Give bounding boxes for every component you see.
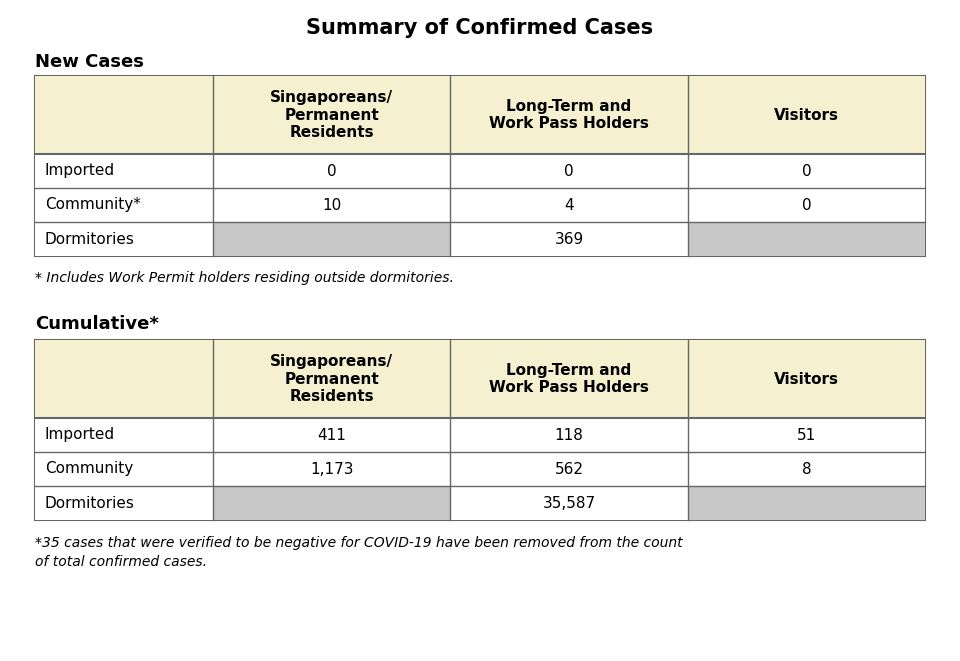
- Bar: [687, 486, 925, 520]
- Text: of total confirmed cases.: of total confirmed cases.: [35, 555, 207, 569]
- Bar: [35, 222, 213, 256]
- Text: Long-Term and
Work Pass Holders: Long-Term and Work Pass Holders: [489, 363, 649, 395]
- Text: 8: 8: [802, 461, 811, 477]
- Bar: [35, 76, 925, 256]
- Text: Community*: Community*: [45, 198, 141, 212]
- Text: 0: 0: [564, 163, 574, 178]
- Bar: [450, 486, 687, 520]
- Bar: [213, 154, 450, 188]
- Bar: [35, 188, 213, 222]
- Text: Dormitories: Dormitories: [45, 231, 134, 247]
- Text: 369: 369: [554, 231, 584, 247]
- Bar: [35, 418, 213, 452]
- Text: 51: 51: [797, 428, 816, 442]
- Bar: [213, 418, 450, 452]
- Text: Singaporeans/
Permanent
Residents: Singaporeans/ Permanent Residents: [270, 90, 394, 140]
- Bar: [450, 154, 687, 188]
- Bar: [213, 486, 450, 520]
- Bar: [35, 486, 213, 520]
- Bar: [450, 418, 687, 452]
- Text: 0: 0: [802, 198, 811, 212]
- Bar: [687, 418, 925, 452]
- Text: Long-Term and
Work Pass Holders: Long-Term and Work Pass Holders: [489, 98, 649, 131]
- Text: *35 cases that were verified to be negative for COVID-19 have been removed from : *35 cases that were verified to be negat…: [35, 536, 683, 550]
- Bar: [687, 452, 925, 486]
- Bar: [687, 188, 925, 222]
- Text: * Includes Work Permit holders residing outside dormitories.: * Includes Work Permit holders residing …: [35, 271, 454, 285]
- Bar: [450, 188, 687, 222]
- Bar: [687, 222, 925, 256]
- Bar: [213, 452, 450, 486]
- Bar: [35, 452, 213, 486]
- Text: Singaporeans/
Permanent
Residents: Singaporeans/ Permanent Residents: [270, 354, 394, 404]
- Text: Imported: Imported: [45, 428, 115, 442]
- Text: Summary of Confirmed Cases: Summary of Confirmed Cases: [306, 18, 654, 38]
- Text: Visitors: Visitors: [774, 371, 839, 387]
- Bar: [35, 154, 213, 188]
- Bar: [35, 76, 925, 154]
- Text: 118: 118: [555, 428, 584, 442]
- Text: 35,587: 35,587: [542, 496, 595, 510]
- Text: Cumulative*: Cumulative*: [35, 315, 158, 333]
- Text: Imported: Imported: [45, 163, 115, 178]
- Text: Community: Community: [45, 461, 133, 477]
- Text: Visitors: Visitors: [774, 108, 839, 122]
- Bar: [213, 222, 450, 256]
- Bar: [687, 154, 925, 188]
- Text: 0: 0: [802, 163, 811, 178]
- Bar: [35, 340, 925, 520]
- Text: 562: 562: [555, 461, 584, 477]
- Text: 10: 10: [322, 198, 342, 212]
- Text: New Cases: New Cases: [35, 53, 144, 71]
- Bar: [450, 222, 687, 256]
- Text: 4: 4: [564, 198, 574, 212]
- Text: 411: 411: [317, 428, 347, 442]
- Bar: [35, 340, 925, 418]
- Bar: [213, 188, 450, 222]
- Text: 0: 0: [326, 163, 336, 178]
- Text: 1,173: 1,173: [310, 461, 353, 477]
- Text: Dormitories: Dormitories: [45, 496, 134, 510]
- Bar: [450, 452, 687, 486]
